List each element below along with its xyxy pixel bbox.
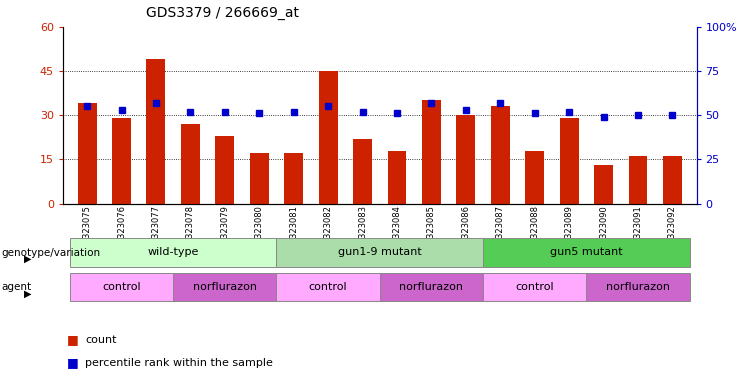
Bar xyxy=(181,124,200,204)
Bar xyxy=(380,273,483,301)
Bar xyxy=(216,136,234,204)
Text: ■: ■ xyxy=(67,356,79,369)
Text: norflurazon: norflurazon xyxy=(399,282,463,292)
Bar xyxy=(353,139,372,204)
Bar xyxy=(628,156,648,204)
Text: GDS3379 / 266669_at: GDS3379 / 266669_at xyxy=(146,6,299,20)
Text: ■: ■ xyxy=(67,333,79,346)
Bar xyxy=(147,59,165,204)
Bar xyxy=(559,118,579,204)
Bar xyxy=(422,101,441,204)
Bar xyxy=(483,238,690,267)
Bar xyxy=(276,273,379,301)
Text: ▶: ▶ xyxy=(24,254,32,264)
Text: genotype/variation: genotype/variation xyxy=(1,248,101,258)
Text: wild-type: wild-type xyxy=(147,247,199,258)
Text: agent: agent xyxy=(1,282,32,292)
Text: control: control xyxy=(102,282,141,292)
Bar xyxy=(525,151,544,204)
Text: gun5 mutant: gun5 mutant xyxy=(550,247,622,258)
Bar xyxy=(173,273,276,301)
Bar xyxy=(586,273,690,301)
Text: control: control xyxy=(516,282,554,292)
Bar xyxy=(319,71,338,204)
Bar xyxy=(285,154,303,204)
Bar xyxy=(483,273,586,301)
Bar xyxy=(456,115,475,204)
Bar xyxy=(491,106,510,204)
Text: count: count xyxy=(85,335,117,345)
Bar xyxy=(663,156,682,204)
Text: ▶: ▶ xyxy=(24,288,32,298)
Bar xyxy=(276,238,483,267)
Bar xyxy=(594,165,613,204)
Bar xyxy=(250,154,269,204)
Bar xyxy=(112,118,131,204)
Text: gun1-9 mutant: gun1-9 mutant xyxy=(338,247,422,258)
Text: control: control xyxy=(309,282,348,292)
Bar xyxy=(70,238,276,267)
Text: norflurazon: norflurazon xyxy=(193,282,257,292)
Bar xyxy=(78,103,96,204)
Text: norflurazon: norflurazon xyxy=(606,282,670,292)
Bar xyxy=(70,273,173,301)
Text: percentile rank within the sample: percentile rank within the sample xyxy=(85,358,273,368)
Bar xyxy=(388,151,407,204)
